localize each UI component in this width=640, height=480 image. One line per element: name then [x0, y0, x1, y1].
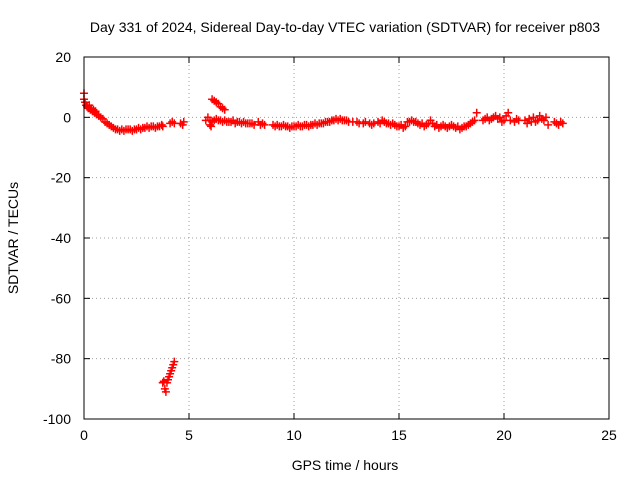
data-point — [542, 113, 550, 122]
x-tick-label: 10 — [286, 427, 302, 443]
data-point — [179, 117, 188, 126]
data-point — [506, 116, 515, 125]
data-point — [544, 120, 553, 129]
y-tick-label: 20 — [55, 49, 71, 65]
data-point — [170, 357, 179, 366]
chart-title: Day 331 of 2024, Sidereal Day-to-day VTE… — [90, 19, 600, 35]
y-tick-label: -80 — [51, 351, 71, 367]
x-axis-label: GPS time / hours — [292, 457, 399, 473]
data-point — [203, 113, 212, 122]
x-tick-label: 5 — [185, 427, 193, 443]
y-tick-label: -60 — [51, 290, 71, 306]
x-tick-label: 20 — [496, 427, 512, 443]
data-point — [558, 119, 567, 128]
tick-labels: 0 5 10 15 20 25 20 0 -20 -40 -60 -80 -100 — [43, 49, 617, 443]
data-point — [206, 120, 214, 129]
data-point — [529, 113, 538, 122]
x-tick-label: 25 — [601, 427, 617, 443]
y-axis-label: SDTVAR / TECUs — [5, 182, 21, 294]
data-point — [523, 119, 532, 128]
y-tick-label: -40 — [51, 230, 71, 246]
data-point — [470, 116, 479, 125]
data-point — [495, 113, 504, 122]
data-points — [80, 89, 567, 396]
data-point — [472, 108, 481, 117]
data-point — [207, 122, 216, 131]
data-point — [157, 120, 166, 129]
y-tick-label: -20 — [51, 170, 71, 186]
data-point — [220, 105, 229, 114]
axis-ticks — [83, 56, 610, 420]
x-tick-label: 15 — [391, 427, 407, 443]
data-point — [401, 122, 410, 131]
data-point — [361, 117, 370, 126]
data-point — [504, 108, 513, 117]
data-point — [161, 387, 170, 396]
data-point — [260, 120, 269, 129]
y-tick-label: -100 — [43, 411, 71, 427]
x-tick-label: 0 — [80, 427, 88, 443]
y-tick-label: 0 — [63, 109, 71, 125]
data-point — [158, 122, 167, 131]
